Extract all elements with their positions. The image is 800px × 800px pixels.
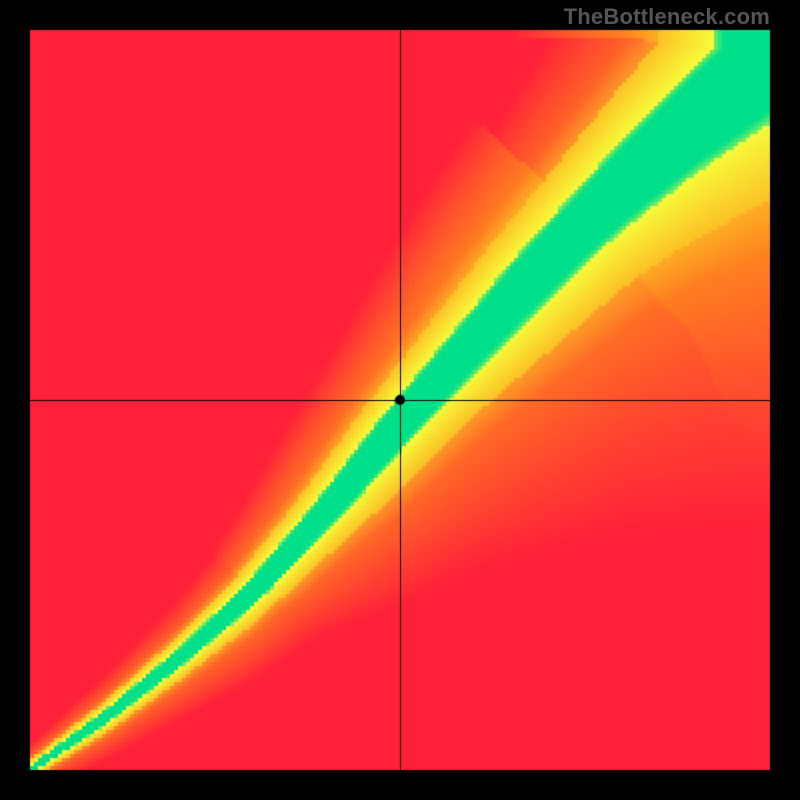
watermark-label: TheBottleneck.com <box>564 4 770 30</box>
heatmap-canvas <box>0 0 800 800</box>
chart-container: { "watermark": { "text": "TheBottleneck.… <box>0 0 800 800</box>
